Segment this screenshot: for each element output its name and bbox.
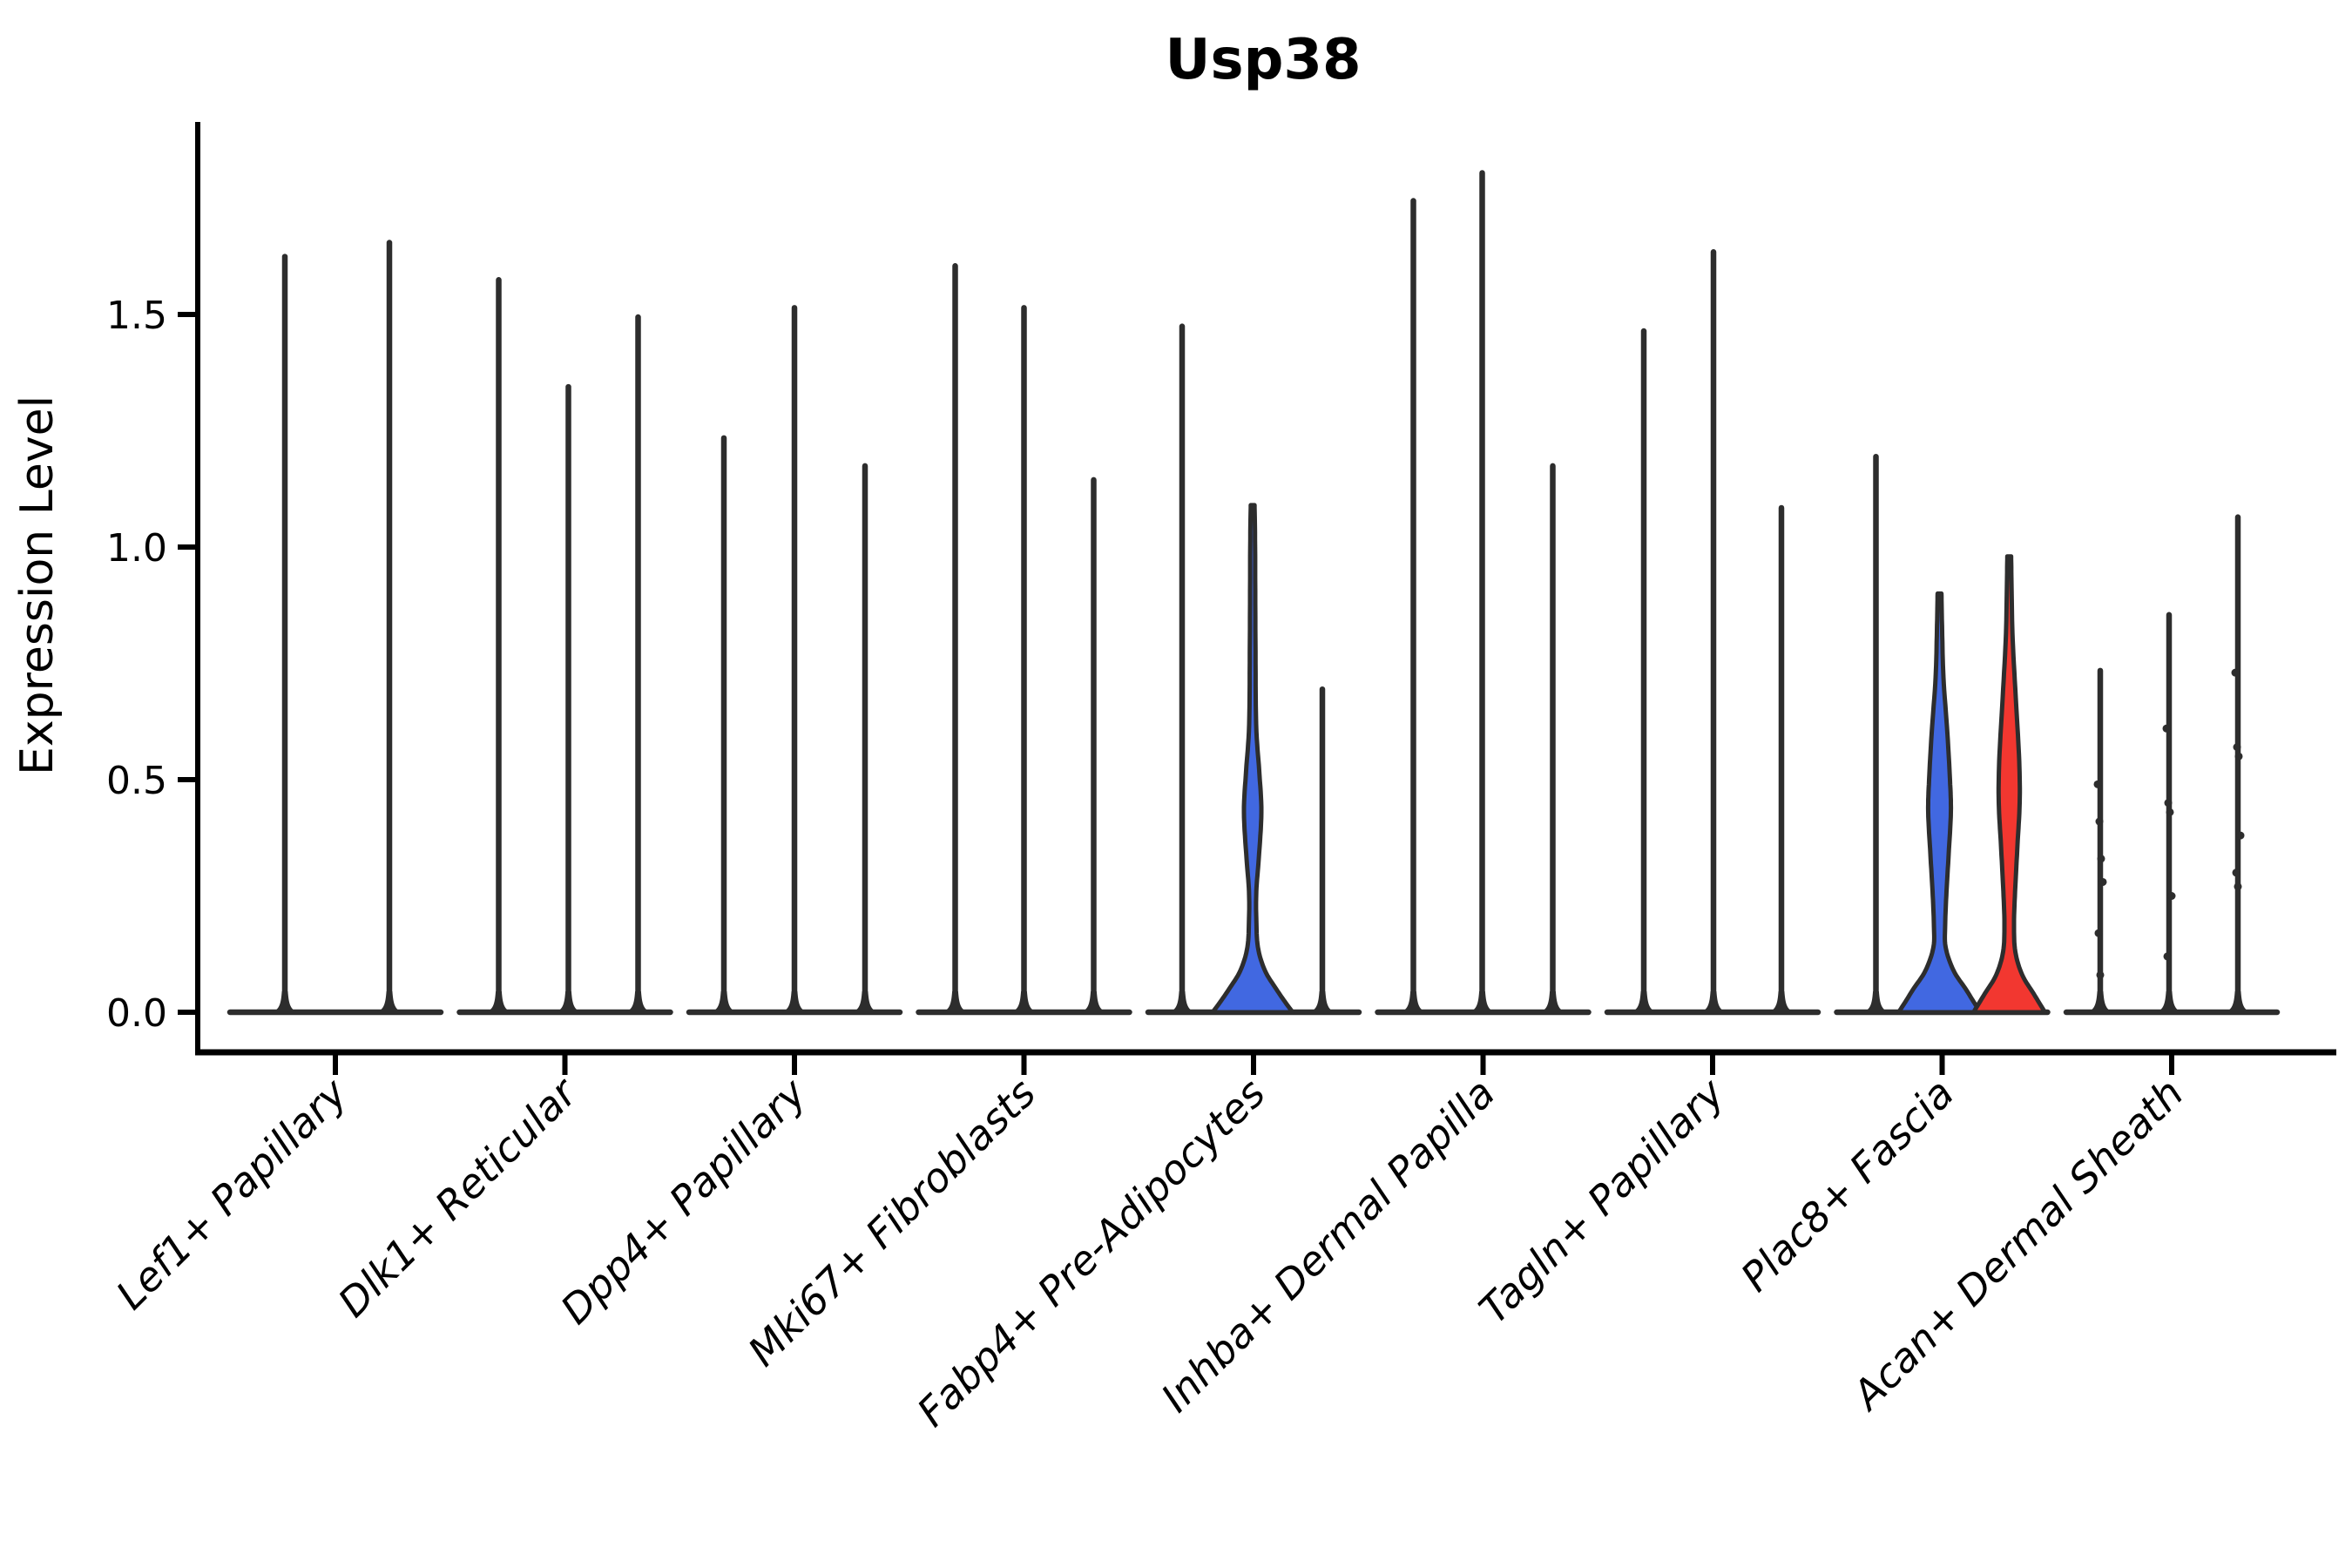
violin-foot	[1081, 991, 1106, 1012]
violin-foot	[2157, 991, 2181, 1012]
violin-foot	[556, 991, 581, 1012]
violin-foot	[853, 991, 877, 1012]
violin-filled-red	[1971, 554, 2047, 1015]
y-tick-label: 0.0	[106, 991, 167, 1036]
jitter-point	[2099, 877, 2107, 886]
x-tick-label: Dpp4+ Papillary	[551, 1069, 815, 1333]
violin-foot	[273, 991, 297, 1012]
x-tick-label: Dlk1+ Reticular	[329, 1067, 588, 1326]
violin-filled-blue	[1896, 591, 1983, 1015]
violin-filled-blue	[1210, 503, 1295, 1015]
violin-foot	[1632, 991, 1656, 1012]
violin-foot	[1470, 991, 1495, 1012]
jitter-point	[2094, 929, 2103, 937]
jitter-point	[2162, 724, 2171, 733]
y-tick-label: 0.5	[106, 759, 167, 803]
violin-foot	[1310, 991, 1335, 1012]
violin-layer	[226, 170, 2281, 1016]
x-tick-label: Lef1+ Papillary	[107, 1069, 356, 1318]
y-axis-label: Expression Level	[11, 395, 64, 775]
jitter-point	[2236, 831, 2245, 840]
jitter-point	[2163, 952, 2172, 961]
jitter-point	[2166, 808, 2174, 816]
violin-foot	[1401, 991, 1426, 1012]
jitter-point	[2097, 855, 2105, 863]
violin-foot	[1701, 991, 1726, 1012]
violin-foot	[486, 991, 511, 1012]
violin-foot	[625, 991, 651, 1012]
violin-foot	[1540, 991, 1565, 1012]
violin-foot	[1863, 991, 1889, 1012]
chart-title: Usp38	[1166, 28, 1362, 92]
jitter-point	[2167, 892, 2176, 900]
x-tick-label: Tagln+ Papillary	[1470, 1069, 1734, 1333]
jitter-point	[2096, 970, 2105, 979]
jitter-point	[2164, 799, 2173, 808]
violin-foot	[2226, 991, 2250, 1012]
violin-foot	[943, 991, 968, 1012]
y-tick-label: 1.0	[106, 526, 167, 571]
jitter-point	[2232, 868, 2240, 877]
violin-foot	[1170, 991, 1194, 1012]
y-tick-label: 1.5	[106, 294, 167, 338]
violin-foot	[1011, 991, 1037, 1012]
jitter-point	[2093, 780, 2102, 788]
violin-foot	[782, 991, 807, 1012]
jitter-point	[2095, 817, 2104, 826]
x-tick-label: Plac8+ Fascia	[1732, 1070, 1963, 1301]
violin-foot	[1769, 991, 1794, 1012]
violin-foot	[712, 991, 736, 1012]
jitter-point	[2233, 743, 2241, 752]
jitter-point	[2234, 882, 2242, 891]
violin-foot	[2088, 991, 2112, 1012]
jitter-point	[2234, 752, 2243, 760]
violin-foot	[377, 991, 402, 1012]
axes-layer: 0.0 0.5 1.0 1.5	[106, 122, 2336, 1075]
jitter-point	[2231, 668, 2240, 677]
